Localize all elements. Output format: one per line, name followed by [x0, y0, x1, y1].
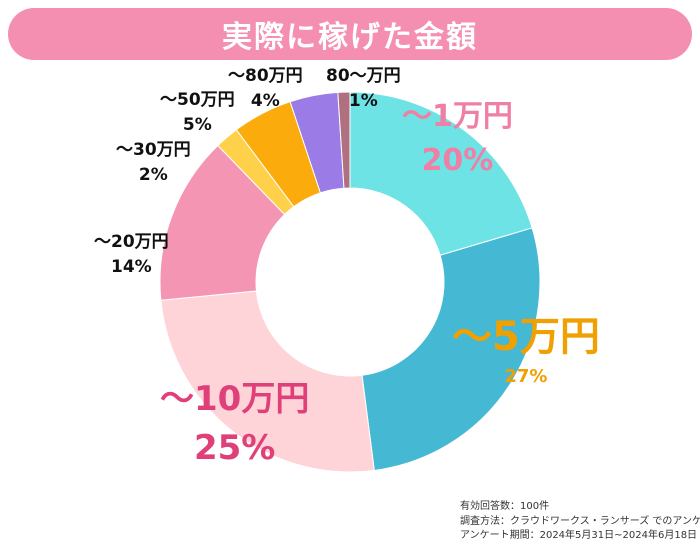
label-30man-percent: 2% [138, 165, 168, 186]
label-30man: 〜30万円 2% [116, 140, 191, 187]
slice-5man [361, 227, 541, 472]
chart-title: 実際に稼げた金額 [222, 20, 478, 55]
label-over80man-category: 80〜万円 [326, 66, 401, 86]
label-80man-category: 〜80万円 [228, 66, 303, 86]
label-50man-category: 〜50万円 [160, 90, 235, 110]
label-over80man-percent: 1% [348, 91, 378, 112]
label-50man: 〜50万円 5% [160, 90, 235, 137]
label-5man-percent: 27% [504, 366, 548, 387]
label-10man: 〜10万円 25% [160, 378, 309, 469]
label-20man-category: 〜20万円 [94, 232, 169, 252]
label-1man-percent: 20% [421, 142, 494, 178]
slice-10man [160, 290, 375, 473]
label-30man-category: 〜30万円 [116, 140, 191, 160]
survey-notes: 有効回答数：100件 調査方法：クラウドワークス・ランサーズ でのアンケート ア… [460, 500, 700, 544]
label-10man-percent: 25% [193, 427, 276, 468]
label-1man-category: 〜1万円 [402, 99, 513, 134]
label-20man-percent: 14% [110, 257, 152, 278]
slice-1man [349, 91, 533, 256]
note-period: アンケート期間：2024年5月31日~2024年6月18日 [460, 530, 698, 541]
note-respondents: 有効回答数：100件 [460, 501, 550, 512]
label-over80man: 80〜万円 1% [326, 66, 401, 113]
label-80man: 〜80万円 4% [228, 66, 303, 113]
label-1man: 〜1万円 20% [402, 98, 513, 179]
slice-over80man [337, 91, 351, 189]
title-banner: 実際に稼げた金額 [8, 8, 692, 60]
label-80man-percent: 4% [250, 91, 280, 112]
label-20man: 〜20万円 14% [94, 232, 169, 279]
label-5man-category: 〜5万円 [452, 314, 600, 360]
note-method: 調査方法：クラウドワークス・ランサーズ でのアンケート [460, 515, 700, 527]
label-5man: 〜5万円 27% [452, 312, 600, 389]
label-10man-category: 〜10万円 [160, 379, 310, 419]
label-50man-percent: 5% [182, 115, 212, 136]
